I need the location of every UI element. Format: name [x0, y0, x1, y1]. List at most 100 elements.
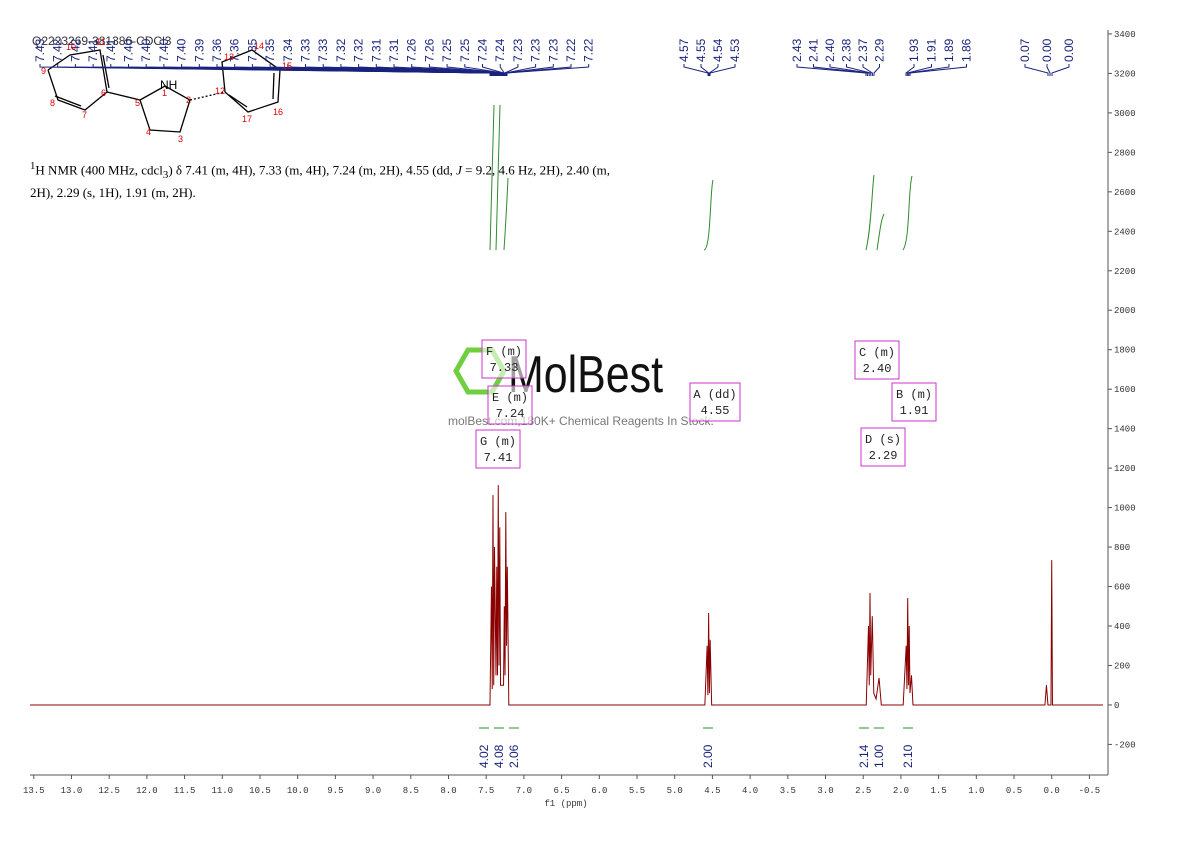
x-tick-label: 10.5	[249, 786, 271, 796]
y-tick-label: 2000	[1114, 306, 1136, 316]
integral-label: 4.02	[477, 744, 491, 768]
y-tick-label: 1200	[1114, 464, 1136, 474]
desc-text: = 9.2, 4.6 Hz, 2H), 2.40 (m, 2H), 2.29 (…	[30, 162, 611, 200]
y-tick-label: 1600	[1114, 385, 1136, 395]
desc-sub: 3	[162, 168, 169, 181]
peak-label: 7.25	[458, 38, 472, 62]
x-tick-label: 8.0	[440, 786, 456, 796]
y-tick-label: 2400	[1114, 227, 1136, 237]
peak-label: 7.31	[387, 38, 401, 62]
x-tick-label: 13.0	[61, 786, 83, 796]
peak-label: 7.33	[316, 38, 330, 62]
atom-number: 7	[82, 110, 87, 120]
multiplet-box	[481, 339, 527, 379]
multiplet-label: A (dd)	[693, 388, 736, 402]
peak-label: 2.41	[807, 38, 821, 62]
peak-label: 4.53	[728, 38, 742, 62]
peak-connector	[908, 64, 950, 76]
integral-label: 2.14	[857, 744, 871, 768]
multiplet-box	[891, 382, 937, 422]
atom-number: 12	[215, 86, 225, 96]
peak-label: 7.43	[33, 38, 47, 62]
x-tick-label: 3.0	[817, 786, 833, 796]
x-tick-label: 11.0	[211, 786, 233, 796]
peak-label: 7.22	[564, 38, 578, 62]
multiplet-label: F (m)	[486, 345, 522, 359]
x-tick-label: 9.0	[365, 786, 381, 796]
peak-label: 1.93	[907, 38, 921, 62]
x-tick-label: 3.5	[780, 786, 796, 796]
spectrum-title: Q2223269-381386-CDCl3	[32, 34, 172, 48]
integral-label: 2.00	[701, 744, 715, 768]
peak-connector	[700, 64, 710, 76]
peak-connector	[873, 64, 880, 76]
peak-label: 1.89	[942, 38, 956, 62]
watermark-brand: MolBest	[508, 346, 663, 404]
peak-label: 0.00	[1062, 38, 1076, 62]
x-tick-label: 4.0	[742, 786, 758, 796]
multiplet-box	[475, 429, 521, 469]
peak-label: 2.40	[823, 38, 837, 62]
x-tick-label: 12.5	[98, 786, 120, 796]
integral-label: 2.06	[507, 744, 521, 768]
peak-connector	[906, 64, 932, 76]
x-tick-label: 7.0	[516, 786, 532, 796]
multiplet-shift: 4.55	[701, 404, 730, 418]
peak-connector	[505, 64, 554, 76]
x-tick-label: 11.5	[174, 786, 196, 796]
multiplet-box	[487, 385, 533, 425]
peak-label: 0.00	[1040, 38, 1054, 62]
x-tick-label: -0.5	[1079, 786, 1101, 796]
atom-number: 1	[162, 88, 167, 98]
peak-label: 1.91	[925, 38, 939, 62]
y-tick-label: 800	[1114, 543, 1130, 553]
peak-connector	[464, 64, 504, 76]
peak-label: 7.31	[369, 38, 383, 62]
multiplet-shift: 7.41	[484, 451, 513, 465]
y-tick-label: 3200	[1114, 69, 1136, 79]
x-tick-label: 8.5	[403, 786, 419, 796]
atom-number: 13	[224, 52, 234, 62]
peak-connector	[375, 64, 501, 76]
peak-connector	[504, 64, 519, 76]
y-tick-label: 1400	[1114, 425, 1136, 435]
y-tick-label: 3000	[1114, 109, 1136, 119]
heteroatom: NH	[160, 78, 177, 92]
peak-label: 7.23	[529, 38, 543, 62]
x-tick-label: 0.0	[1044, 786, 1060, 796]
atom-number: 15	[282, 61, 292, 71]
peak-label: 4.55	[694, 38, 708, 62]
peak-label: 2.29	[873, 38, 887, 62]
y-tick-label: 1800	[1114, 346, 1136, 356]
atom-number: 5	[135, 98, 140, 108]
peak-connector	[393, 64, 502, 76]
atom-number: 4	[146, 127, 151, 137]
y-tick-label: 400	[1114, 622, 1130, 632]
peak-label: 2.43	[790, 38, 804, 62]
y-tick-label: 200	[1114, 661, 1130, 671]
x-tick-label: 0.5	[1006, 786, 1022, 796]
x-tick-label: 2.0	[893, 786, 909, 796]
peak-connector	[1024, 64, 1049, 76]
peak-connector	[796, 64, 867, 76]
atom-number: 16	[273, 107, 283, 117]
desc-text: ) δ 7.41 (m, 4H), 7.33 (m, 4H), 7.24 (m,…	[168, 162, 457, 178]
peak-label: 2.38	[840, 38, 854, 62]
peak-label: 7.35	[263, 38, 277, 62]
multiplet-shift: 2.40	[863, 362, 892, 376]
peak-label: 7.25	[440, 38, 454, 62]
desc-sup: 1	[30, 160, 36, 172]
peak-label: 0.07	[1018, 38, 1032, 62]
x-tick-label: 10.0	[287, 786, 309, 796]
desc-italic: J	[456, 162, 462, 178]
peak-connector	[862, 64, 873, 76]
multiplet-shift: 7.24	[496, 407, 525, 421]
peak-label: 7.32	[334, 38, 348, 62]
multiplet-label: D (s)	[865, 433, 901, 447]
multiplet-label: B (m)	[896, 388, 932, 402]
peak-label: 7.39	[192, 38, 206, 62]
atom-number: 11	[96, 37, 105, 47]
atom-number: 2	[186, 95, 191, 105]
peak-label: 7.40	[122, 38, 136, 62]
